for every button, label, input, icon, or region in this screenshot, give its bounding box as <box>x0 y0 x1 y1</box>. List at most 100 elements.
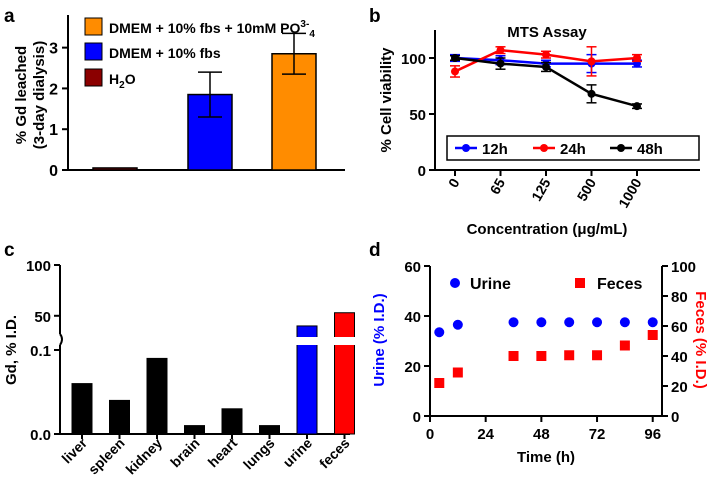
panel-b-ylabel: % Cell viability <box>378 47 395 153</box>
panel-d-point-Feces-4 <box>564 350 575 361</box>
panel-b-point-48h-0 <box>451 54 459 62</box>
panel-a-bar-0 <box>92 167 138 171</box>
panel-c-x-tick-label-brain: brain <box>167 435 203 471</box>
panel-b-point-48h-2 <box>542 62 550 71</box>
panel-a-legend-entry-2: H2O <box>84 68 136 91</box>
panel-a-legend-label-0: DMEM + 10% fbs + 10mM PO3-4 <box>109 19 315 40</box>
panel-d-y-right-tick-label-5: 100 <box>671 259 696 276</box>
panel-d-ylabel-left: Urine (% I.D.) <box>371 293 388 386</box>
panel-d-xlabel: Time (h) <box>517 449 575 466</box>
panel-d-series-Urine <box>434 317 658 338</box>
panel-b-x-tick-label-0: 0 <box>445 175 463 190</box>
panel-d-legend-marker-feces <box>575 278 585 288</box>
panel-c-bar-kidney <box>146 357 168 435</box>
panel-b-legend: 12h 24h 48h <box>446 135 700 161</box>
panel-label-c: c <box>4 240 15 261</box>
panel-d-legend-label-feces: Feces <box>597 276 642 293</box>
panel-b-legend-marker-24h <box>540 144 548 152</box>
panel-d-x-tick-label-4: 96 <box>644 426 661 443</box>
panel-d-series-Feces <box>434 330 658 388</box>
panel-b-y-tick-label-0: 0 <box>418 163 426 180</box>
panel-b-point-48h-3 <box>587 89 596 98</box>
panel-d-point-Urine-0 <box>434 327 445 338</box>
panel-c-x-tick-label-kidney: kidney <box>122 435 165 478</box>
panel-b-legend-box <box>446 135 700 161</box>
panel-b-point-24h-4 <box>633 54 641 62</box>
panel-c-bar-spleen <box>109 399 130 435</box>
panel-b-xlabel: Concentration (μg/mL) <box>467 221 628 238</box>
panel-label-d: d <box>369 240 381 261</box>
panel-d-y-left-tick-label-3: 60 <box>404 259 421 276</box>
panel-d-x-tick-label-3: 72 <box>589 426 606 443</box>
panel-c-x-tick-label-spleen: spleen <box>85 435 128 478</box>
panel-a-legend-entry-0: DMEM + 10% fbs + 10mM PO3-4 <box>84 17 315 40</box>
panel-c-x-tick-label-lungs: lungs <box>240 435 278 473</box>
panel-b-x-tick-label-3: 500 <box>574 175 600 203</box>
panel-d-point-Feces-5 <box>592 350 603 361</box>
panel-d-point-Feces-6 <box>619 340 630 351</box>
panel-b-point-24h-0 <box>451 67 459 76</box>
panel-d-ylabel-right: Feces (% I.D.) <box>692 291 709 389</box>
panel-c-x-tick-label-urine: urine <box>280 435 316 471</box>
panel-c-x-tick-label-heart: heart <box>205 435 241 471</box>
panel-a-legend-label-1: DMEM + 10% fbs <box>109 45 221 61</box>
panel-c-ylabel: Gd, % I.D. <box>3 315 20 385</box>
panel-a-y-tick-label-1: 1 <box>49 122 58 139</box>
panel-b-legend-marker-48h <box>617 144 625 152</box>
panel-d-point-Urine-7 <box>647 317 658 328</box>
panel-c-bar-break-urine <box>295 337 319 345</box>
panel-label-b: b <box>369 6 381 27</box>
panel-c-bar-brain <box>184 425 205 435</box>
panel-b-series-24h <box>450 46 642 78</box>
panel-d-point-Urine-5 <box>592 317 603 328</box>
panel-a-y-tick-label-2: 2 <box>49 81 58 98</box>
panel-d-y-right-tick-label-2: 40 <box>671 349 688 366</box>
panel-b-y-tick-label-2: 100 <box>401 51 426 68</box>
panel-b-legend-marker-12h <box>462 144 470 152</box>
panel-d-point-Feces-0 <box>434 378 445 388</box>
panel-d-point-Urine-1 <box>452 319 463 330</box>
panel-a-y-tick-label-0: 0 <box>49 163 58 180</box>
panel-c-bar-liver <box>71 383 93 435</box>
panel-d-point-Feces-2 <box>508 351 519 361</box>
panel-a-ylabel-line2: (3-day dialysis) <box>31 41 48 149</box>
panel-d-chart: 0 20 40 60 0 20 40 60 80 100 0 24 48 72 96 Urine Feces Ur… <box>371 259 709 466</box>
panel-b-x-tick-label-2: 125 <box>528 175 554 203</box>
panel-d-x-tick-label-2: 48 <box>533 426 550 443</box>
panel-b-title: MTS Assay <box>507 24 587 41</box>
panel-b-point-24h-3 <box>587 57 596 66</box>
panel-b-legend-label-48h: 48h <box>637 141 663 158</box>
panel-a-ylabel-line1: % Gd leached <box>13 46 30 144</box>
panel-d-y-left-tick-label-1: 20 <box>404 359 421 376</box>
panel-a-legend-swatch-0 <box>84 17 103 36</box>
panel-d-point-Urine-4 <box>564 317 575 328</box>
panel-b-point-24h-1 <box>496 46 505 55</box>
panel-a-legend-swatch-2 <box>84 68 103 87</box>
panel-d-y-right-tick-label-3: 60 <box>671 319 688 336</box>
panel-d-point-Urine-6 <box>619 317 630 328</box>
panel-a-legend-entry-1: DMEM + 10% fbs <box>84 42 221 61</box>
panel-a-legend-label-2: H2O <box>109 71 136 91</box>
panel-c-x-tick-label-liver: liver <box>58 434 90 466</box>
panel-c-x-tick-label-feces: feces <box>316 435 353 472</box>
panel-a-chart: 0 1 2 3 % Gd leached (3-day dialysis) DMEM + 1… <box>13 15 345 180</box>
panel-b-x-tick-label-1: 65 <box>486 175 508 197</box>
panel-c-y-tick-label-lower-1: 0.1 <box>30 343 51 360</box>
panel-a-error-bar-1 <box>198 71 222 118</box>
panel-b-x-tick-label-4: 1000 <box>615 175 645 210</box>
panel-label-a: a <box>4 6 15 27</box>
panel-b-legend-label-12h: 12h <box>482 141 508 158</box>
panel-d-point-Feces-3 <box>536 351 547 361</box>
panel-a-error-bar-2 <box>282 32 306 75</box>
panel-d-x-tick-label-1: 24 <box>477 426 494 443</box>
panel-b-series-48h <box>450 54 642 111</box>
panel-b-point-48h-1 <box>496 59 505 68</box>
panel-d-x-tick-label-0: 0 <box>426 426 434 443</box>
panel-c-axis-break <box>59 333 63 346</box>
panel-a-legend-swatch-1 <box>84 42 103 61</box>
panel-d-legend-marker-urine <box>450 278 460 288</box>
panel-d-y-left-tick-label-2: 40 <box>404 309 421 326</box>
panel-d-point-Urine-3 <box>536 317 547 328</box>
panel-a-y-tick-label-3: 3 <box>49 41 58 58</box>
